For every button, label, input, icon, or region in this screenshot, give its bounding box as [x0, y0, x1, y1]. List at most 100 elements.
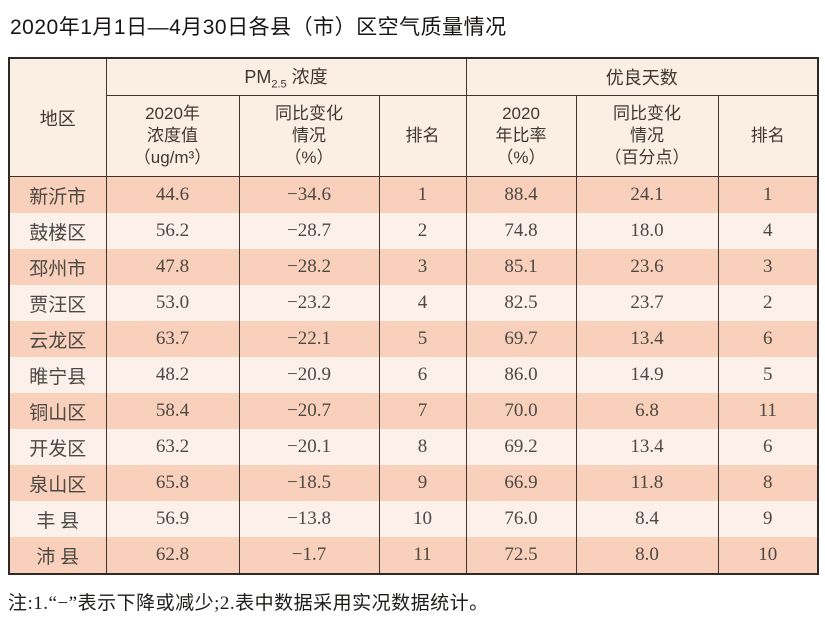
- pm25-label-subscript: 2.5: [271, 78, 287, 91]
- value-cell: −22.1: [238, 321, 380, 357]
- value-cell: 58.4: [105, 393, 240, 429]
- table-row: 睢宁县 48.2 −20.9 6 86.0 14.9 5: [8, 357, 819, 393]
- value-cell: 69.2: [465, 429, 577, 465]
- table-row: 沛 县 62.8 −1.7 11 72.5 8.0 10: [8, 537, 819, 574]
- value-cell: 65.8: [105, 465, 240, 501]
- group-header-pm25: PM2.5 浓度: [105, 57, 467, 96]
- region-cell: 邳州市: [8, 249, 107, 285]
- value-cell: 8.0: [575, 537, 719, 574]
- region-cell: 泉山区: [8, 465, 107, 501]
- value-cell: 10: [378, 501, 467, 537]
- table-row: 丰 县 56.9 −13.8 10 76.0 8.4 9: [8, 501, 819, 537]
- value-cell: −1.7: [238, 537, 380, 574]
- value-cell: 74.8: [465, 213, 577, 249]
- table-row: 铜山区 58.4 −20.7 7 70.0 6.8 11: [8, 393, 819, 429]
- value-cell: −28.2: [238, 249, 380, 285]
- value-cell: 47.8: [105, 249, 240, 285]
- footnote: 注:1.“−”表示下降或减少;2.表中数据采用实况数据统计。: [8, 593, 489, 614]
- sub-header-pm25-change: 同比变化 情况 （%）: [238, 95, 380, 177]
- table-row: 贾汪区 53.0 −23.2 4 82.5 23.7 2: [8, 285, 819, 321]
- value-cell: 70.0: [465, 393, 577, 429]
- value-cell: −23.2: [238, 285, 380, 321]
- table-row: 开发区 63.2 −20.1 8 69.2 13.4 6: [8, 429, 819, 465]
- sub-header-gooddays-rank: 排名: [717, 95, 819, 177]
- value-cell: 11: [378, 537, 467, 574]
- value-cell: 48.2: [105, 357, 240, 393]
- value-cell: 4: [717, 213, 819, 249]
- value-cell: 6: [717, 321, 819, 357]
- value-cell: 23.7: [575, 285, 719, 321]
- value-cell: −34.6: [238, 176, 380, 213]
- value-cell: 8.4: [575, 501, 719, 537]
- group-header-row: 地区 PM2.5 浓度 优良天数: [8, 57, 819, 177]
- value-cell: 82.5: [465, 285, 577, 321]
- value-cell: 13.4: [575, 429, 719, 465]
- value-cell: 7: [378, 393, 467, 429]
- value-cell: 3: [378, 249, 467, 285]
- value-cell: 6: [717, 429, 819, 465]
- value-cell: 62.8: [105, 537, 240, 574]
- value-cell: 24.1: [575, 176, 719, 213]
- table-header: 地区 PM2.5 浓度 优良天数 2020年 浓度值 （ug/m³） 同比变化 …: [8, 57, 819, 177]
- value-cell: −18.5: [238, 465, 380, 501]
- region-cell: 睢宁县: [8, 357, 107, 393]
- value-cell: 5: [378, 321, 467, 357]
- table-row: 新沂市 44.6 −34.6 1 88.4 24.1 1: [8, 176, 819, 213]
- value-cell: 1: [378, 176, 467, 213]
- value-cell: 69.7: [465, 321, 577, 357]
- value-cell: 18.0: [575, 213, 719, 249]
- table-row: 泉山区 65.8 −18.5 9 66.9 11.8 8: [8, 465, 819, 501]
- sub-header-gooddays-change: 同比变化 情况 （百分点）: [575, 95, 719, 177]
- value-cell: −13.8: [238, 501, 380, 537]
- value-cell: −20.7: [238, 393, 380, 429]
- value-cell: 44.6: [105, 176, 240, 213]
- table-body: 新沂市 44.6 −34.6 1 88.4 24.1 1 鼓楼区 56.2 −28.7 2 74.8 1…: [8, 176, 819, 574]
- table-row: 云龙区 63.7 −22.1 5 69.7 13.4 6: [8, 321, 819, 357]
- value-cell: 85.1: [465, 249, 577, 285]
- value-cell: 10: [717, 537, 819, 574]
- value-cell: −28.7: [238, 213, 380, 249]
- air-quality-table: 地区 PM2.5 浓度 优良天数 2020年 浓度值 （ug/m³） 同比变化 …: [8, 57, 820, 575]
- region-cell: 云龙区: [8, 321, 107, 357]
- value-cell: 6.8: [575, 393, 719, 429]
- value-cell: 2: [717, 285, 819, 321]
- page-title: 2020年1月1日—4月30日各县（市）区空气质量情况: [10, 16, 507, 39]
- pm25-label-suffix: 浓度: [286, 67, 328, 88]
- value-cell: 9: [717, 501, 819, 537]
- sub-header-pm25-rank: 排名: [378, 95, 467, 177]
- value-cell: 72.5: [465, 537, 577, 574]
- value-cell: 5: [717, 357, 819, 393]
- value-cell: 23.6: [575, 249, 719, 285]
- value-cell: 6: [378, 357, 467, 393]
- region-cell: 丰 县: [8, 501, 107, 537]
- value-cell: 66.9: [465, 465, 577, 501]
- sub-header-row: 2020年 浓度值 （ug/m³） 同比变化 情况 （%） 排名 2020 年比…: [9, 95, 819, 177]
- value-cell: 3: [717, 249, 819, 285]
- value-cell: 63.7: [105, 321, 240, 357]
- value-cell: 2: [378, 213, 467, 249]
- sub-header-pm25-value: 2020年 浓度值 （ug/m³）: [105, 95, 240, 177]
- corner-header-region: 地区: [8, 57, 107, 177]
- value-cell: 76.0: [465, 501, 577, 537]
- value-cell: 63.2: [105, 429, 240, 465]
- value-cell: 13.4: [575, 321, 719, 357]
- value-cell: 53.0: [105, 285, 240, 321]
- value-cell: 11.8: [575, 465, 719, 501]
- value-cell: 1: [717, 176, 819, 213]
- region-cell: 鼓楼区: [8, 213, 107, 249]
- value-cell: 86.0: [465, 357, 577, 393]
- value-cell: −20.1: [238, 429, 380, 465]
- value-cell: 11: [717, 393, 819, 429]
- value-cell: 56.2: [105, 213, 240, 249]
- region-cell: 铜山区: [8, 393, 107, 429]
- value-cell: 9: [378, 465, 467, 501]
- table-row: 鼓楼区 56.2 −28.7 2 74.8 18.0 4: [8, 213, 819, 249]
- value-cell: −20.9: [238, 357, 380, 393]
- value-cell: 88.4: [465, 176, 577, 213]
- table-row: 邳州市 47.8 −28.2 3 85.1 23.6 3: [8, 249, 819, 285]
- region-cell: 沛 县: [8, 537, 107, 574]
- region-cell: 贾汪区: [8, 285, 107, 321]
- value-cell: 56.9: [105, 501, 240, 537]
- region-cell: 新沂市: [8, 176, 107, 213]
